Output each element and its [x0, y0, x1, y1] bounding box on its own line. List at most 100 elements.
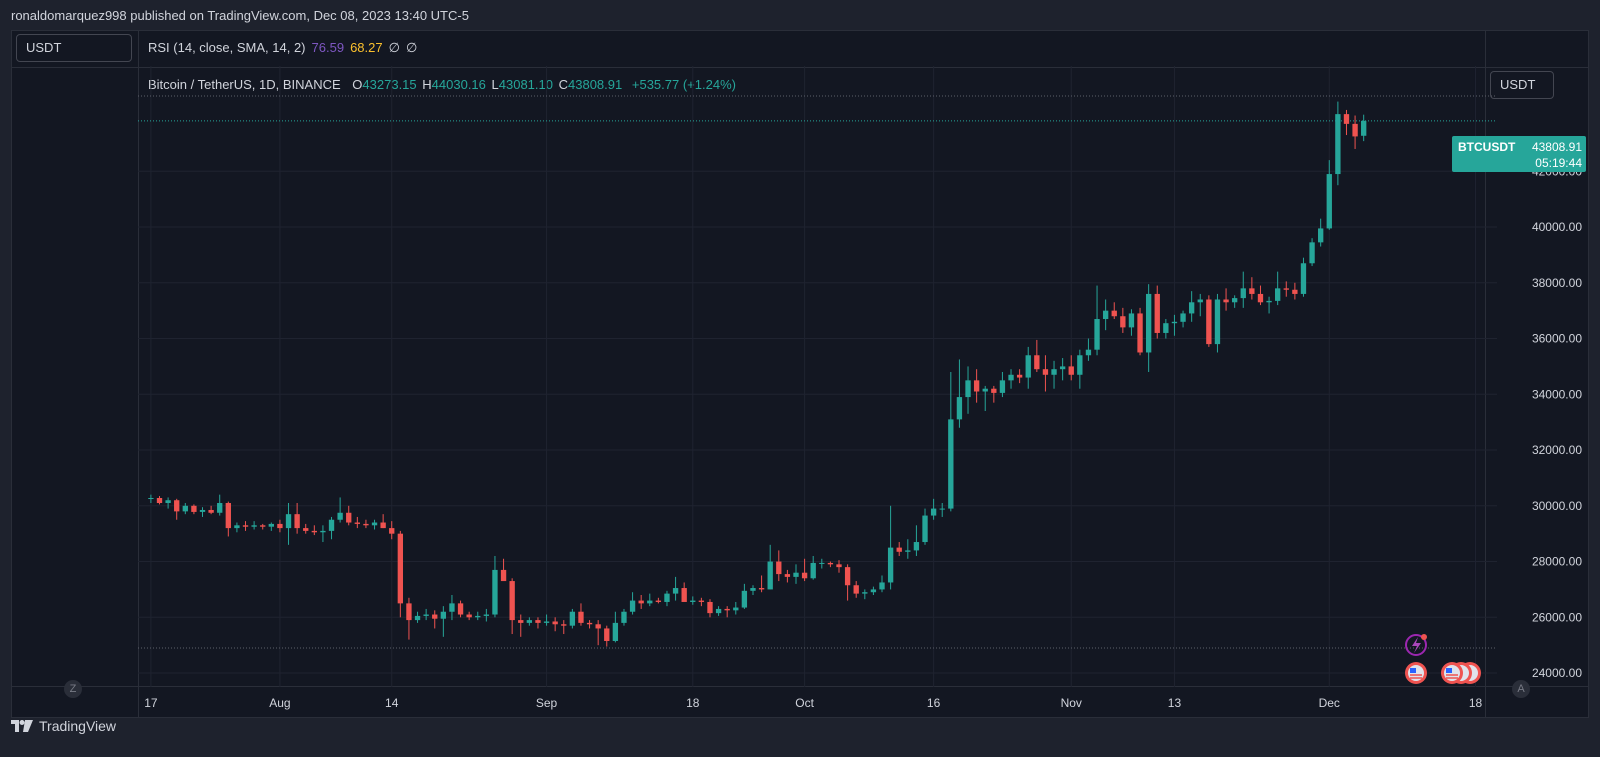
- candle-body: [148, 497, 154, 499]
- candle: [1318, 218, 1324, 247]
- candle-body: [1180, 313, 1186, 322]
- rsi-sma-value: 68.27: [350, 40, 383, 55]
- candle-body: [337, 512, 343, 520]
- price-tick-label: 30000.00: [1532, 499, 1582, 513]
- price-unit-button[interactable]: USDT: [1490, 71, 1554, 99]
- candle: [707, 599, 713, 618]
- symbol-legend[interactable]: Bitcoin / TetherUS, 1D, BINANCE O43273.1…: [148, 77, 736, 92]
- candle-body: [217, 503, 223, 513]
- us-flag-event-group-icon[interactable]: [1441, 662, 1481, 684]
- candle-body: [569, 611, 576, 626]
- candle-body: [346, 512, 352, 523]
- candle: [1171, 314, 1178, 336]
- rsi-placeholder-1: ∅: [388, 40, 400, 55]
- candle: [1188, 291, 1195, 322]
- candle-body: [621, 611, 627, 623]
- candle-body: [844, 567, 851, 586]
- price-tick-label: 32000.00: [1532, 443, 1582, 457]
- time-tick-label: 17: [144, 696, 158, 710]
- candle-body: [733, 607, 739, 611]
- candle-body: [724, 608, 730, 611]
- candle: [406, 597, 412, 640]
- candle-body: [1188, 302, 1195, 314]
- candle: [999, 371, 1006, 398]
- candle-body: [672, 588, 679, 594]
- candle: [672, 576, 679, 601]
- candle-body: [440, 611, 447, 619]
- candle: [870, 586, 877, 596]
- candle: [991, 385, 997, 403]
- candle-body: [1275, 288, 1281, 301]
- event-markers[interactable]: [1405, 634, 1481, 684]
- candle: [483, 608, 490, 622]
- candle: [1300, 257, 1307, 297]
- us-flag-event-icon[interactable]: [1405, 662, 1427, 684]
- candle-body: [242, 525, 249, 527]
- candle-body: [1025, 355, 1031, 378]
- candle-body: [406, 603, 412, 621]
- candle: [1145, 284, 1152, 372]
- candle-body: [500, 569, 507, 582]
- candle-body: [836, 564, 842, 568]
- tradingview-logo-icon: [11, 720, 33, 732]
- candle-body: [896, 547, 902, 552]
- rsi-placeholder-2: ∅: [405, 40, 418, 55]
- candle-body: [1171, 321, 1178, 324]
- candle: [337, 497, 343, 523]
- candle-body: [1231, 298, 1238, 303]
- candle: [397, 530, 404, 618]
- price-tag-value: 43808.91: [1532, 140, 1582, 154]
- time-tick-label: Sep: [536, 696, 558, 710]
- timezone-badge[interactable]: Z: [64, 680, 82, 698]
- candle: [973, 369, 980, 403]
- candle: [698, 597, 705, 607]
- candle-body: [1154, 293, 1160, 333]
- candle: [285, 503, 292, 545]
- candle: [853, 581, 859, 598]
- candle: [457, 600, 464, 618]
- candle-body: [1163, 323, 1169, 333]
- candle: [965, 366, 971, 414]
- candle-body: [414, 615, 421, 621]
- candle-body: [965, 380, 971, 398]
- lightning-icon: [1412, 637, 1421, 653]
- candle-body: [535, 620, 541, 623]
- candle-body: [887, 547, 894, 583]
- candle: [776, 550, 782, 582]
- price-tick-label: 28000.00: [1532, 555, 1582, 569]
- candle-body: [552, 621, 558, 625]
- dividend-lightning-icon[interactable]: [1405, 634, 1427, 656]
- candle-body: [655, 600, 662, 602]
- candle: [389, 521, 395, 540]
- candle: [1326, 160, 1332, 230]
- candle: [801, 558, 808, 582]
- candle-body: [999, 380, 1006, 393]
- candle-body: [827, 562, 834, 565]
- candles: [148, 101, 1367, 647]
- candle: [561, 620, 567, 635]
- candle-body: [509, 581, 515, 621]
- price-tag-symbol: BTCUSDT: [1458, 140, 1516, 154]
- auto-scale-badge[interactable]: A: [1512, 680, 1530, 698]
- candle: [1257, 285, 1264, 306]
- candle-body: [758, 588, 765, 590]
- candle-body: [801, 572, 808, 579]
- candle-body: [1145, 293, 1152, 353]
- candle-body: [165, 500, 171, 504]
- candle-body: [423, 614, 429, 616]
- footer-brand[interactable]: TradingView: [11, 715, 116, 737]
- candle-body: [1335, 114, 1341, 175]
- candle: [1223, 288, 1229, 311]
- candle: [1077, 349, 1083, 389]
- rsi-legend[interactable]: RSI (14, close, SMA, 14, 2) 76.59 68.27 ∅ ∅: [148, 40, 417, 56]
- left-gutter: [12, 31, 139, 717]
- candle: [1034, 339, 1040, 372]
- rsi-unit-button[interactable]: USDT: [16, 34, 132, 62]
- candle: [793, 564, 799, 584]
- candle: [492, 555, 498, 618]
- symbol-title: Bitcoin / TetherUS, 1D, BINANCE: [148, 77, 341, 92]
- candle: [165, 497, 171, 509]
- candle-body: [303, 528, 309, 531]
- candle-body: [371, 522, 378, 526]
